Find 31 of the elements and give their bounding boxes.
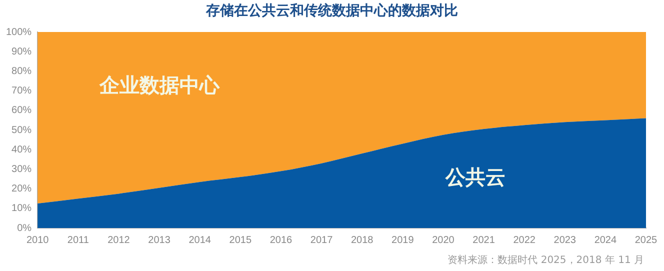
x-tick-label: 2017	[310, 234, 334, 246]
y-tick-label: 10%	[12, 203, 32, 214]
series-label: 公共云	[444, 165, 506, 190]
y-tick-label: 30%	[12, 164, 32, 175]
x-tick-label: 2010	[26, 234, 50, 246]
y-tick-label: 90%	[12, 46, 32, 58]
x-tick-label: 2021	[472, 234, 496, 246]
x-tick-label: 2023	[554, 234, 576, 246]
chart-title: 存储在公共云和传统数据中心的数据对比	[204, 2, 459, 20]
x-tick-label: 2014	[188, 234, 212, 246]
x-tick-label: 2013	[148, 234, 171, 246]
x-tick-label: 2025	[634, 234, 658, 246]
y-tick-label: 100%	[6, 26, 32, 38]
y-tick-label: 60%	[12, 105, 32, 116]
y-tick-label: 20%	[12, 184, 32, 195]
x-tick-label: 2011	[67, 234, 90, 246]
x-tick-label: 2015	[229, 234, 252, 246]
x-tick-label: 2012	[108, 234, 130, 246]
x-tick-label: 2019	[392, 234, 414, 246]
x-tick-label: 2018	[350, 234, 374, 246]
y-tick-label: 50%	[12, 124, 32, 136]
x-tick-label: 2024	[594, 234, 617, 246]
x-tick-label: 2016	[270, 234, 293, 246]
text: 资料来源：数据时代 2025，2018 年 11 月	[448, 254, 644, 267]
x-tick-label: 2022	[513, 234, 536, 246]
series-label: 企业数据中心	[98, 73, 220, 98]
y-tick-label: 70%	[12, 86, 32, 97]
y-tick-label: 80%	[12, 66, 32, 77]
y-tick-label: 0%	[17, 222, 32, 234]
x-tick-label: 2020	[432, 234, 455, 246]
y-tick-label: 40%	[12, 144, 32, 156]
